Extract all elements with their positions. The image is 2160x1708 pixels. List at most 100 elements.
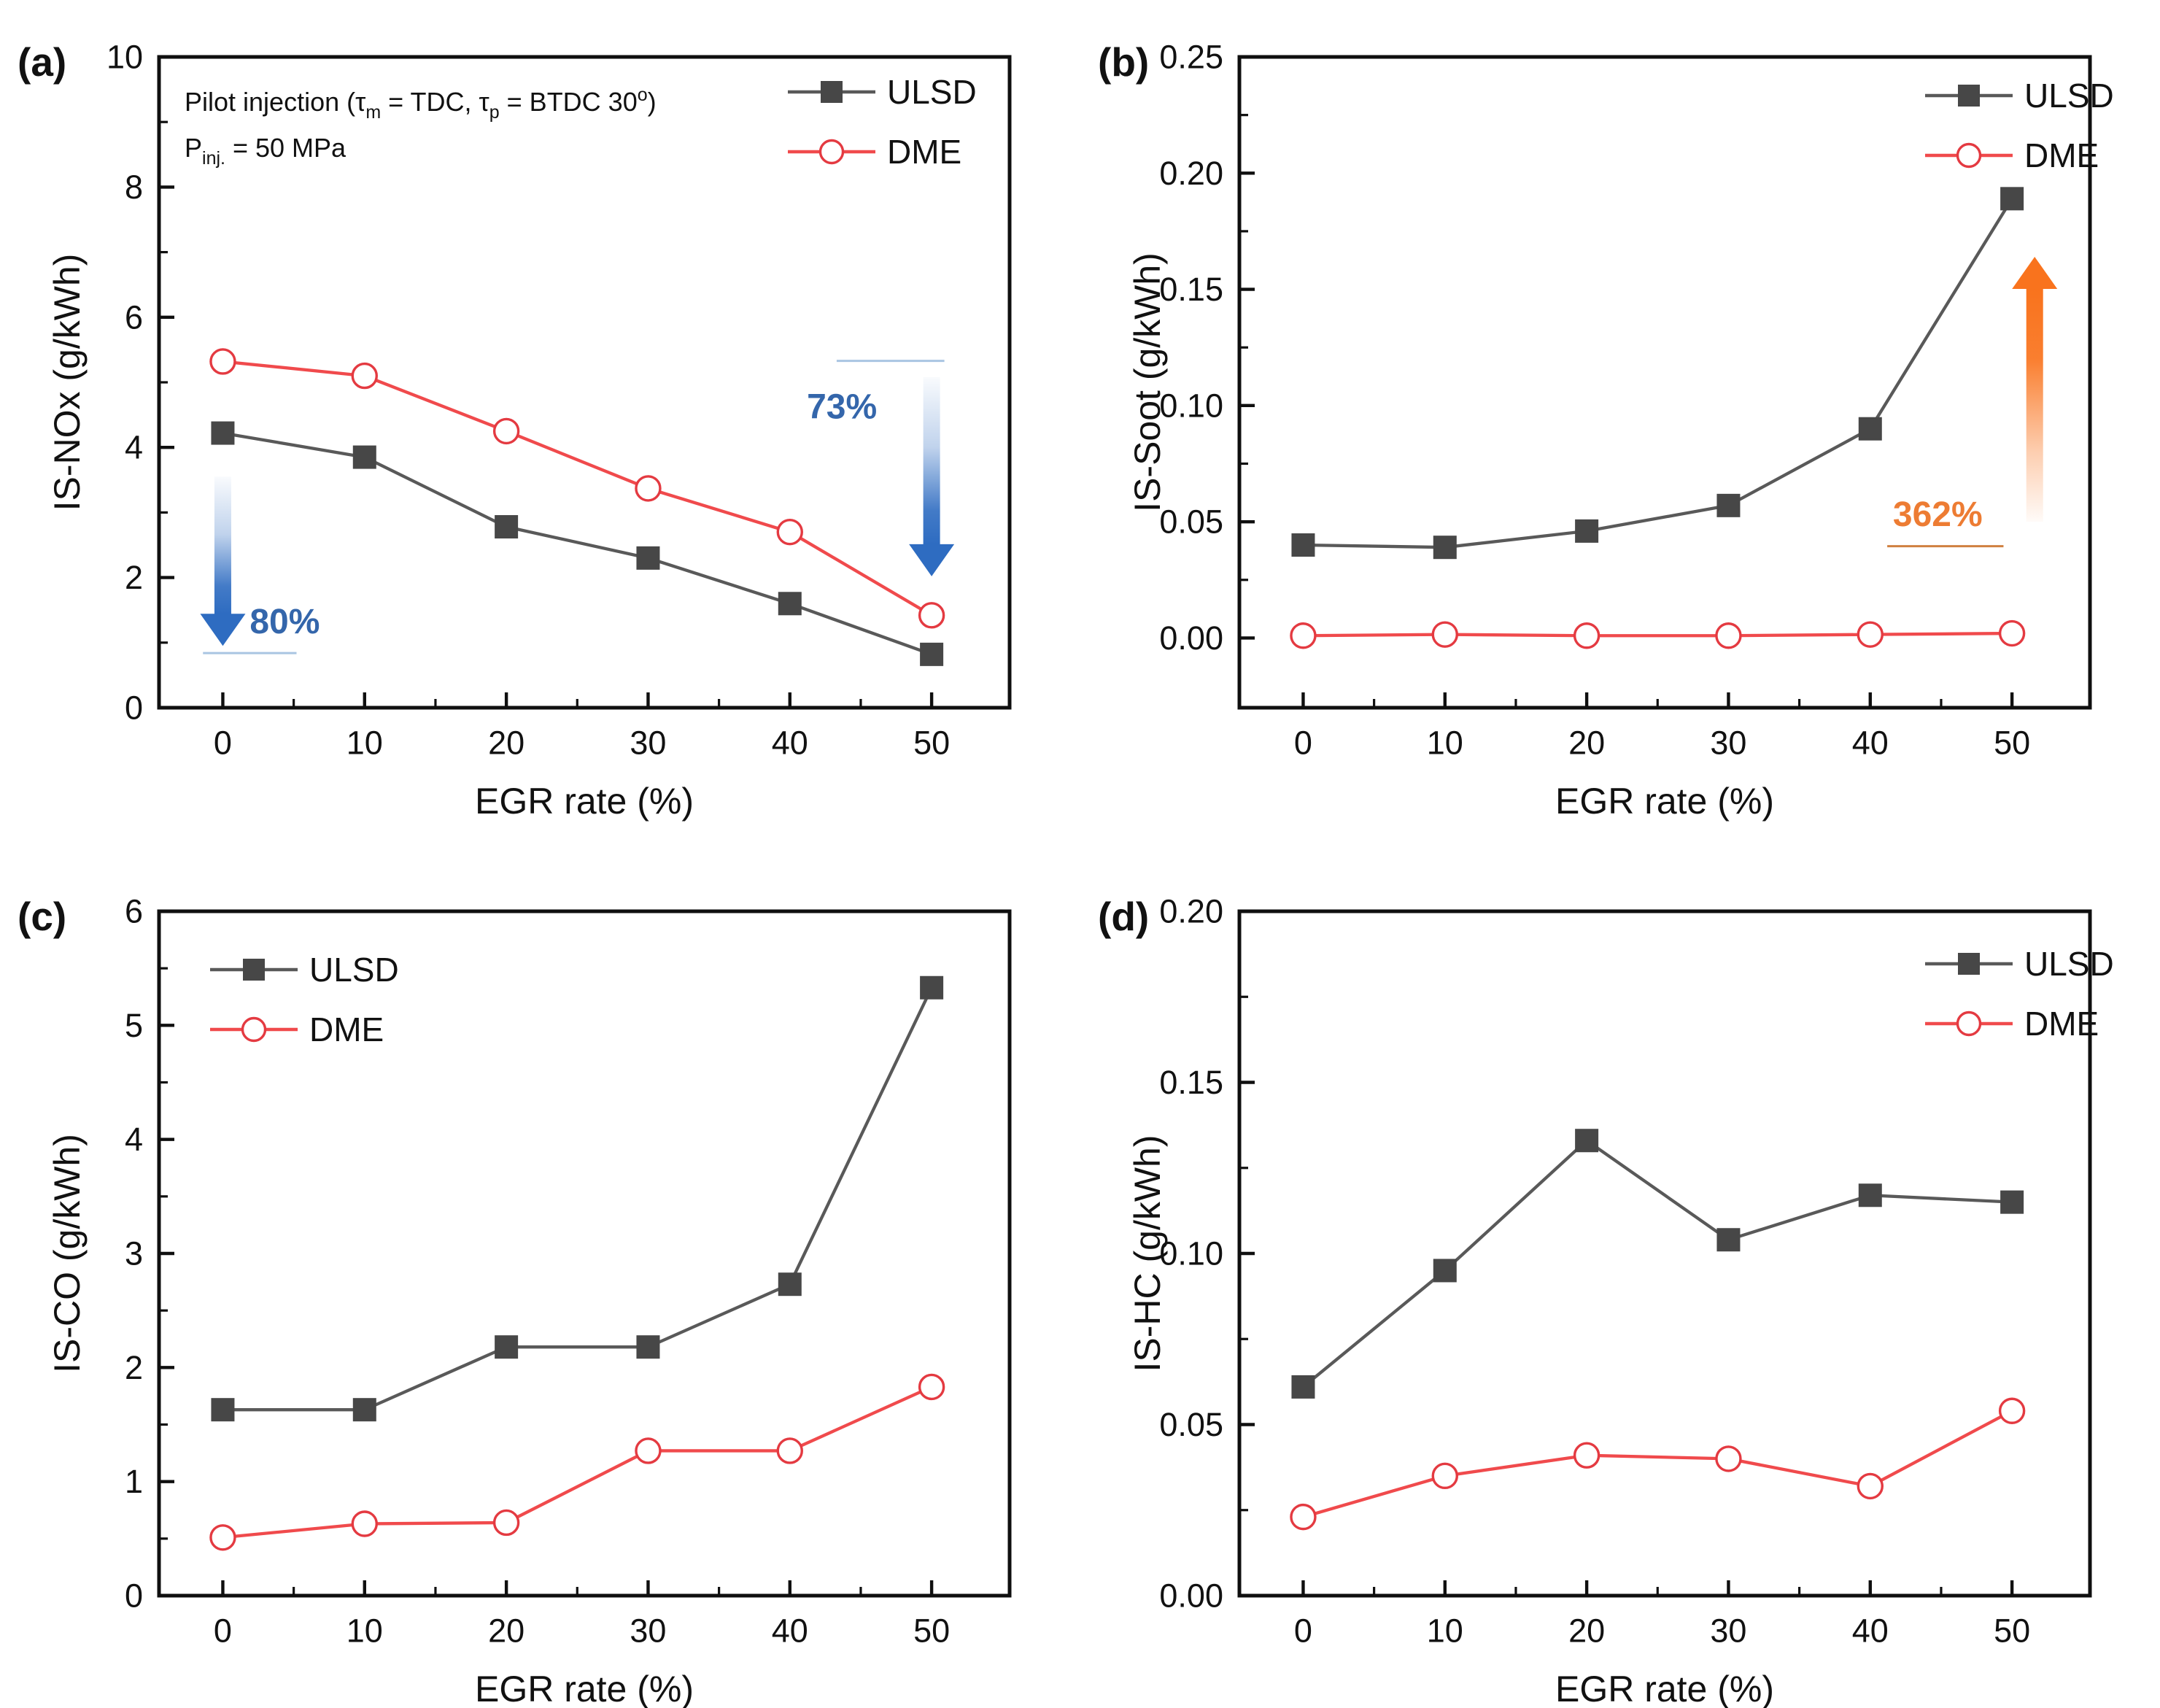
x-tick-labels: 0 10 20 30 40 50 <box>1294 724 2030 762</box>
legend-marker-circle <box>818 139 845 165</box>
y-tick-labels: 0.00 0.05 0.10 0.15 0.20 0.25 <box>1159 39 1223 657</box>
legend-item-DME: DME <box>1925 1005 2099 1043</box>
y-tick-label: 0.15 <box>1159 1064 1223 1101</box>
axis-ticks <box>1239 909 2014 1598</box>
data-point-DME <box>1431 1462 1458 1490</box>
data-point-ULSD <box>211 1398 235 1422</box>
y-tick-label: 4 <box>125 429 143 466</box>
series-line-ULSD <box>222 431 932 656</box>
legend-item-ULSD: ULSD <box>788 73 977 111</box>
panel-c: 0 10 20 30 40 50 0 1 2 3 4 5 6 EGR rate (%) IS-CO (g/k… <box>0 854 1080 1708</box>
data-point-ULSD <box>495 1335 519 1359</box>
data-point-DME <box>918 602 945 629</box>
data-point-DME <box>492 417 520 445</box>
annotation-percent-label: 80% <box>249 603 320 641</box>
data-point-ULSD <box>778 1272 802 1297</box>
legend-label: DME <box>309 1010 384 1048</box>
y-tick-label: 0.00 <box>1159 1577 1223 1615</box>
data-point-ULSD <box>495 515 519 539</box>
data-point-ULSD <box>211 421 235 445</box>
legend-item-ULSD: ULSD <box>1925 77 2114 115</box>
x-tick-label: 40 <box>772 724 808 762</box>
panel-letter: (a) <box>18 39 66 85</box>
panel-b: 0 10 20 30 40 50 0.00 0.05 0.10 0.15 0.20 0.25 EGR r… <box>1080 0 2160 854</box>
data-point-ULSD <box>1716 493 1741 517</box>
y-tick-label: 0.20 <box>1159 893 1223 930</box>
data-point-DME <box>492 1509 520 1537</box>
data-point-DME <box>209 348 236 375</box>
y-tick-labels: 0.00 0.05 0.10 0.15 0.20 <box>1159 893 1223 1615</box>
panel-c-chart: 0 10 20 30 40 50 0 1 2 3 4 5 6 EGR rate (%) IS-CO (g/k… <box>18 893 1012 1708</box>
legend-marker-square <box>243 959 265 981</box>
legend-label: DME <box>2024 1005 2099 1043</box>
data-point-DME <box>1290 1503 1317 1531</box>
x-tick-label: 10 <box>1427 724 1463 762</box>
legend-item-ULSD: ULSD <box>1925 945 2114 983</box>
data-point-DME <box>1573 1442 1600 1469</box>
legend-label: DME <box>2024 136 2099 174</box>
y-axis-label: IS-NOx (g/kWh) <box>47 254 88 511</box>
legend-item-DME: DME <box>1925 136 2099 174</box>
x-axis-label: EGR rate (%) <box>1555 1669 1774 1708</box>
x-tick-label: 30 <box>630 1612 666 1650</box>
trend-arrow-shaft-down <box>214 476 231 616</box>
x-tick-labels: 0 10 20 30 40 50 <box>214 724 950 762</box>
data-point-DME <box>209 1524 236 1551</box>
y-tick-label: 0 <box>125 1577 143 1615</box>
data-point-DME <box>635 1437 662 1464</box>
panel-d: 0 10 20 30 40 50 0.00 0.05 0.10 0.15 0.20 EGR rate … <box>1080 854 2160 1708</box>
x-axis-label: EGR rate (%) <box>1555 781 1774 822</box>
data-point-ULSD <box>778 592 802 616</box>
series-line-DME <box>1303 631 2013 638</box>
data-point-DME <box>776 1437 803 1464</box>
series-line-DME <box>1302 1409 2013 1519</box>
trend-arrow-head-down-icon <box>200 614 246 646</box>
x-tick-label: 0 <box>1294 1612 1312 1650</box>
data-point-DME <box>351 1510 378 1537</box>
data-point-ULSD <box>920 642 944 666</box>
trend-arrow-head-down-icon <box>909 544 955 576</box>
data-point-DME <box>1857 621 1884 648</box>
x-tick-label: 50 <box>1994 1612 2030 1650</box>
annotation-percent-label: 362% <box>1893 495 1983 534</box>
x-tick-label: 30 <box>1710 1612 1746 1650</box>
x-tick-label: 40 <box>772 1612 808 1650</box>
data-point-ULSD <box>1433 536 1457 560</box>
x-tick-label: 0 <box>214 724 232 762</box>
y-axis-label: IS-Soot (g/kWh) <box>1127 252 1168 512</box>
y-tick-label: 0 <box>125 689 143 727</box>
data-point-ULSD <box>2000 1190 2024 1214</box>
x-tick-label: 50 <box>913 1612 950 1650</box>
data-point-ULSD <box>1291 1375 1315 1399</box>
x-tick-label: 50 <box>1994 724 2030 762</box>
y-tick-labels: 0 2 4 6 8 10 <box>107 39 143 727</box>
data-point-ULSD <box>1858 417 1882 441</box>
panel-a-chart: 0 10 20 30 40 50 0 2 4 6 8 10 EGR rate (%) IS-NOx (g/… <box>18 39 1012 822</box>
data-point-ULSD <box>1433 1259 1457 1283</box>
series-line-ULSD <box>1303 198 2013 549</box>
data-point-DME <box>1290 622 1317 649</box>
panel-b-chart: 0 10 20 30 40 50 0.00 0.05 0.10 0.15 0.20 0.25 EGR r… <box>1098 39 2114 822</box>
data-point-DME <box>635 475 662 502</box>
y-tick-label: 0.15 <box>1159 271 1223 308</box>
data-point-ULSD <box>1716 1228 1741 1252</box>
data-point-DME <box>1573 622 1600 649</box>
panel-d-chart: 0 10 20 30 40 50 0.00 0.05 0.10 0.15 0.20 EGR rate … <box>1098 893 2114 1708</box>
legend-marker-circle <box>1956 1010 1982 1037</box>
y-tick-label: 6 <box>125 298 143 336</box>
legend-label: ULSD <box>309 951 399 989</box>
x-tick-label: 10 <box>1427 1612 1463 1650</box>
x-tick-label: 0 <box>214 1612 232 1650</box>
data-point-ULSD <box>1291 533 1315 557</box>
data-point-DME <box>776 518 803 546</box>
data-point-DME <box>1715 622 1742 649</box>
trend-arrow-shaft-down <box>923 376 940 546</box>
legend-item-DME: DME <box>788 133 961 171</box>
y-axis-label: IS-CO (g/kWh) <box>47 1134 88 1373</box>
data-point-ULSD <box>1575 519 1599 543</box>
series-line-DME <box>222 360 933 617</box>
data-point-DME <box>1715 1445 1742 1472</box>
data-point-DME <box>1431 621 1458 648</box>
y-tick-label: 4 <box>125 1121 143 1158</box>
